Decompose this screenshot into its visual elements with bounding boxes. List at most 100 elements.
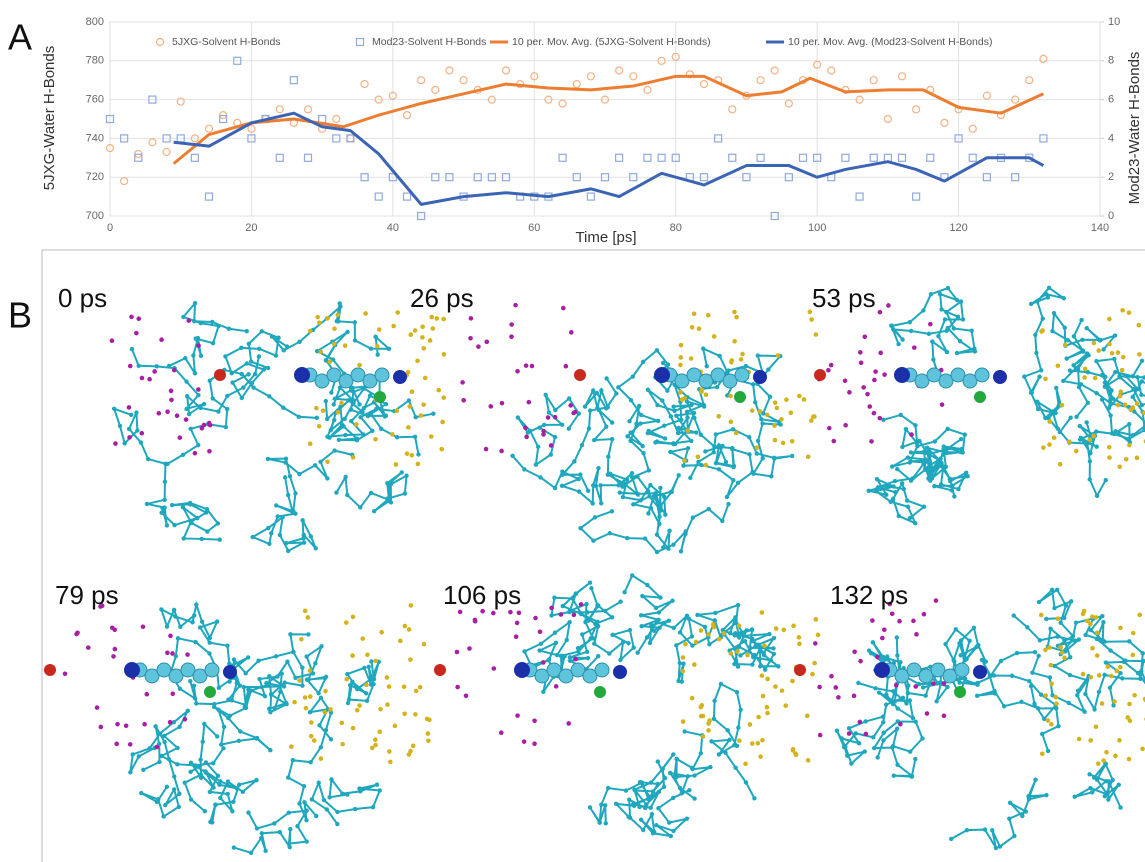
atom	[352, 320, 357, 325]
atom	[609, 509, 615, 514]
atom	[665, 362, 671, 367]
x-tick-label: 80	[670, 222, 682, 234]
atom	[856, 680, 861, 686]
water	[1134, 401, 1140, 406]
atom	[1084, 420, 1089, 425]
water	[1094, 630, 1100, 636]
ligand-atom	[954, 662, 970, 678]
atom	[1103, 761, 1108, 767]
atom	[1073, 365, 1079, 371]
water	[706, 632, 711, 637]
atom	[348, 407, 354, 412]
snapshot-label: 53 ps	[812, 283, 876, 313]
ligand-atom	[794, 664, 806, 676]
atom	[955, 314, 961, 320]
atom	[778, 422, 783, 427]
atom	[282, 680, 287, 685]
atom	[346, 398, 351, 403]
water	[747, 722, 753, 727]
data-point	[402, 111, 412, 120]
water	[1126, 756, 1132, 762]
atom	[913, 423, 918, 428]
atom	[187, 502, 193, 507]
atom	[329, 390, 334, 395]
atom	[585, 488, 591, 494]
atom	[743, 780, 749, 785]
atom	[1063, 603, 1069, 608]
atom	[685, 446, 691, 451]
atom	[921, 308, 926, 313]
water	[928, 321, 933, 327]
atom	[963, 470, 969, 475]
data-point	[1039, 54, 1048, 63]
atom	[690, 515, 696, 520]
atom	[219, 742, 224, 747]
atom	[1064, 356, 1069, 361]
atom	[367, 393, 373, 398]
atom	[898, 412, 903, 418]
atom	[617, 490, 623, 495]
atom	[649, 812, 655, 817]
atom	[385, 497, 391, 502]
water	[467, 646, 472, 651]
atom	[1123, 373, 1128, 378]
atom	[572, 459, 577, 464]
atom	[162, 497, 167, 503]
water	[693, 639, 699, 645]
atom	[661, 784, 667, 790]
ligand-atom	[894, 367, 910, 383]
water	[1120, 308, 1125, 313]
atom	[757, 646, 763, 651]
backbone	[517, 394, 581, 467]
water	[513, 302, 518, 308]
atom	[750, 382, 756, 387]
atom	[350, 385, 355, 391]
atom	[904, 498, 910, 503]
atom	[322, 676, 328, 681]
atom	[962, 658, 968, 663]
water	[1106, 444, 1112, 450]
atom	[604, 376, 609, 381]
atom	[928, 291, 934, 297]
atom	[1033, 777, 1038, 782]
water	[886, 303, 891, 308]
backbone	[271, 303, 392, 355]
data-point	[431, 85, 440, 95]
atom	[1044, 291, 1049, 297]
atom	[335, 821, 340, 827]
atom	[301, 536, 306, 541]
atom	[685, 774, 691, 779]
atom	[645, 582, 650, 588]
atom	[314, 415, 320, 421]
atom	[1044, 616, 1049, 622]
water	[311, 738, 317, 743]
water	[85, 645, 91, 650]
ligand-atom	[514, 662, 530, 678]
atom	[655, 759, 661, 764]
atom	[1088, 627, 1094, 633]
atom	[988, 673, 993, 678]
water	[553, 684, 559, 689]
ligand-atom	[594, 662, 610, 678]
water	[476, 344, 481, 349]
water	[407, 404, 412, 409]
water	[415, 358, 420, 364]
water	[545, 415, 551, 420]
atom	[201, 401, 207, 407]
atom	[647, 795, 653, 801]
atom	[570, 596, 575, 601]
atom	[237, 683, 243, 688]
water	[728, 393, 733, 399]
atom	[684, 409, 690, 415]
data-point	[586, 192, 595, 201]
backbone	[689, 422, 793, 479]
atom	[211, 785, 216, 790]
atom	[585, 610, 590, 615]
atom	[668, 414, 674, 419]
atom	[286, 810, 291, 815]
atom	[949, 488, 955, 493]
atom	[884, 702, 889, 707]
atom	[371, 508, 377, 514]
atom	[134, 410, 139, 415]
